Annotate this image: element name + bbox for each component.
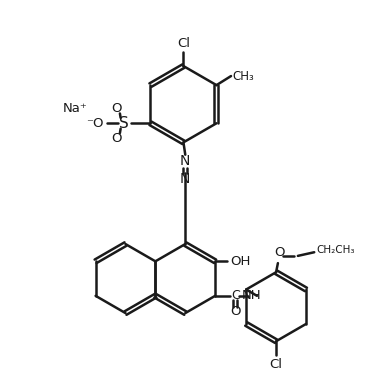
Text: NH: NH <box>242 289 261 302</box>
Text: Na⁺: Na⁺ <box>63 102 88 115</box>
Text: N: N <box>180 154 191 168</box>
Text: OH: OH <box>230 255 251 268</box>
Text: Cl: Cl <box>270 358 283 371</box>
Text: O: O <box>274 246 285 259</box>
Text: Cl: Cl <box>177 37 190 50</box>
Text: O: O <box>230 305 241 318</box>
Text: O: O <box>111 132 122 145</box>
Text: ⁻O: ⁻O <box>86 117 104 130</box>
Text: CH₃: CH₃ <box>233 70 254 83</box>
Text: S: S <box>119 116 129 131</box>
Text: CH₂CH₃: CH₂CH₃ <box>316 246 354 255</box>
Text: O: O <box>111 102 122 115</box>
Text: N: N <box>180 173 191 186</box>
Text: C: C <box>231 289 239 302</box>
